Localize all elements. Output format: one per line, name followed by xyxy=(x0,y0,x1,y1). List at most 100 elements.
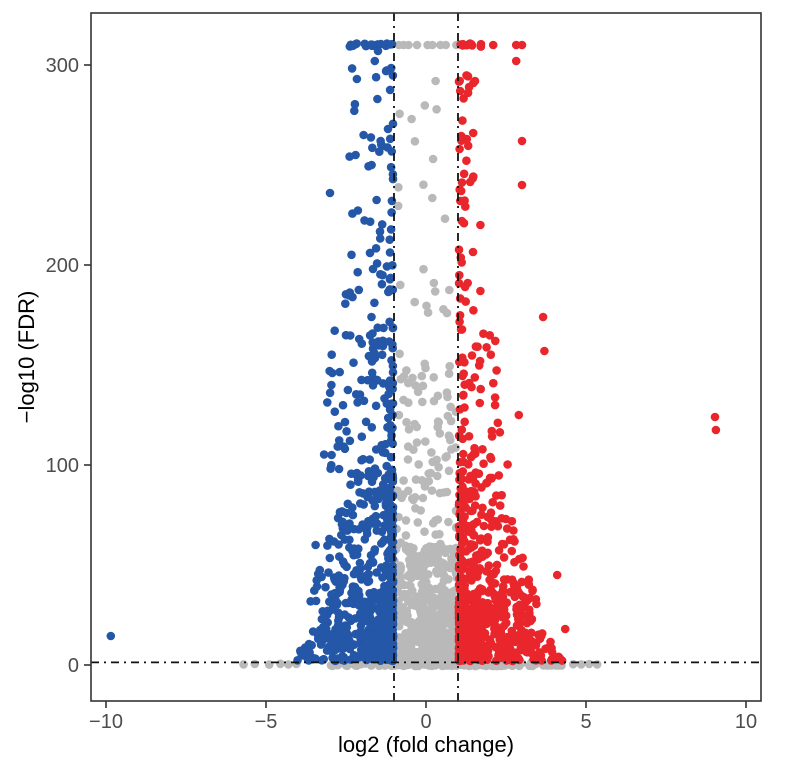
data-point xyxy=(373,46,383,56)
data-point xyxy=(470,373,480,382)
data-point xyxy=(488,40,498,50)
data-point xyxy=(489,378,498,388)
data-point xyxy=(483,613,492,622)
data-point xyxy=(493,521,503,531)
data-point xyxy=(385,376,395,385)
data-point xyxy=(334,540,343,549)
data-point xyxy=(371,511,381,521)
data-point xyxy=(428,518,438,528)
data-point xyxy=(342,629,352,638)
data-point xyxy=(387,547,397,556)
data-point xyxy=(370,464,380,473)
data-point xyxy=(407,114,416,124)
data-point xyxy=(410,297,420,307)
data-point xyxy=(429,396,439,406)
data-point xyxy=(470,443,479,453)
data-point xyxy=(485,331,495,340)
data-point xyxy=(366,133,376,142)
data-point xyxy=(467,351,477,360)
data-point xyxy=(486,508,496,517)
data-point xyxy=(404,378,413,388)
data-point xyxy=(429,645,438,654)
data-point xyxy=(334,608,343,618)
data-point xyxy=(458,116,467,125)
data-point xyxy=(479,459,488,469)
data-point xyxy=(386,399,396,409)
data-point xyxy=(435,562,445,572)
data-point xyxy=(354,334,364,344)
data-point xyxy=(372,526,382,535)
data-point xyxy=(455,608,465,618)
data-point xyxy=(410,137,420,146)
data-point xyxy=(394,410,404,420)
data-point xyxy=(576,660,586,669)
data-point xyxy=(376,136,385,146)
data-point xyxy=(403,442,413,451)
data-point xyxy=(384,337,394,346)
data-point xyxy=(455,532,464,542)
data-point xyxy=(476,286,485,296)
data-point xyxy=(364,351,374,361)
data-point xyxy=(386,162,396,172)
data-point xyxy=(367,312,376,322)
data-point xyxy=(377,279,387,289)
data-point xyxy=(495,428,505,437)
data-point xyxy=(351,584,360,593)
data-point xyxy=(437,631,447,640)
data-point xyxy=(444,619,453,628)
data-point xyxy=(412,422,422,432)
data-point xyxy=(468,174,478,183)
data-point xyxy=(463,72,473,81)
data-point xyxy=(463,141,473,151)
data-point xyxy=(383,143,392,152)
data-point xyxy=(325,534,334,544)
data-point xyxy=(359,500,369,509)
data-point xyxy=(457,641,467,650)
data-point xyxy=(443,545,453,554)
data-point xyxy=(472,572,482,581)
data-point xyxy=(384,492,394,502)
data-point xyxy=(394,183,403,192)
data-point xyxy=(405,569,415,579)
data-point xyxy=(378,270,387,280)
data-point xyxy=(420,101,430,110)
data-point xyxy=(455,510,465,519)
data-point xyxy=(549,654,558,664)
data-point xyxy=(363,492,372,502)
data-point xyxy=(418,397,427,407)
data-point xyxy=(498,586,508,595)
data-point xyxy=(387,628,397,637)
data-point xyxy=(430,287,440,296)
y-tick-label: 0 xyxy=(68,655,79,677)
data-point xyxy=(431,76,440,86)
data-point xyxy=(486,515,496,524)
data-point xyxy=(375,227,385,236)
data-point xyxy=(370,298,379,308)
data-point xyxy=(444,466,454,476)
data-point xyxy=(386,40,395,49)
data-point xyxy=(385,572,394,581)
data-point xyxy=(325,388,335,398)
data-point xyxy=(457,216,467,226)
data-point xyxy=(446,416,456,426)
data-point xyxy=(307,652,316,662)
data-point xyxy=(356,621,366,630)
data-point xyxy=(352,545,361,554)
data-point xyxy=(486,606,495,616)
data-point xyxy=(507,575,517,584)
data-point xyxy=(464,82,474,92)
data-point xyxy=(568,659,578,669)
data-point xyxy=(527,628,536,638)
data-point xyxy=(324,568,333,577)
data-point xyxy=(442,487,452,497)
data-point xyxy=(466,641,475,651)
data-point xyxy=(326,464,335,474)
data-point xyxy=(486,350,496,360)
data-point xyxy=(411,659,420,669)
data-point xyxy=(359,640,369,650)
data-point xyxy=(375,641,384,650)
data-point xyxy=(468,247,478,257)
data-point xyxy=(501,611,511,620)
data-point xyxy=(339,442,349,451)
data-point xyxy=(507,546,517,556)
